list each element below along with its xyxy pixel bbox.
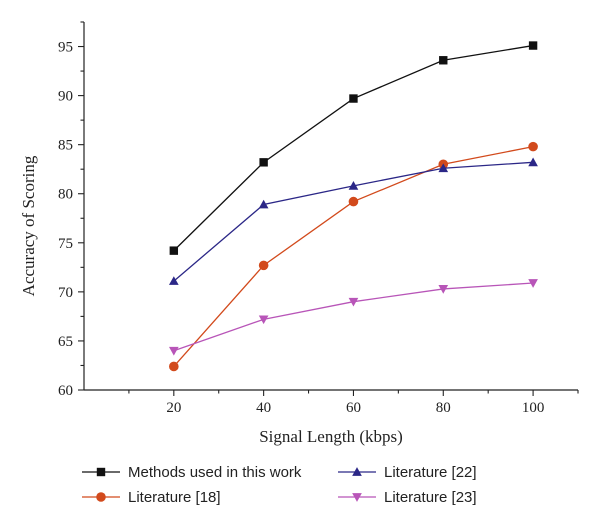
data-point	[349, 94, 358, 103]
data-point	[168, 276, 179, 285]
data-point	[348, 181, 359, 190]
y-tick-label: 90	[58, 89, 73, 105]
legend: Methods used in this work Literature [18]…	[82, 464, 477, 506]
series-line	[173, 161, 534, 282]
x-tick-label: 100	[522, 400, 545, 416]
y-tick-label: 70	[58, 285, 73, 301]
data-point	[258, 260, 269, 271]
data-point	[169, 246, 179, 255]
data-point	[528, 157, 538, 167]
x-tick-label: 80	[436, 400, 451, 416]
series-line	[173, 44, 534, 252]
legend-item: Literature [18]	[82, 489, 221, 506]
series-line	[173, 145, 534, 367]
data-point	[96, 492, 106, 502]
y-tick-label: 60	[58, 383, 73, 399]
legend-label: Methods used in this work	[128, 464, 302, 481]
legend-label: Literature [23]	[384, 489, 477, 506]
x-ticks: 20 40 60 80 100	[128, 390, 579, 416]
y-ticks: 60 65 70 75 80 85 90 95	[58, 21, 84, 399]
data-point	[438, 285, 449, 294]
series-3	[168, 157, 538, 285]
y-axis-label: Accuracy of Scoring	[19, 155, 38, 296]
y-tick-label: 95	[58, 40, 73, 56]
legend-item: Methods used in this work	[82, 464, 302, 481]
data-point	[259, 158, 268, 167]
data-point	[528, 41, 538, 50]
data-point	[352, 467, 362, 476]
legend-label: Literature [22]	[384, 464, 477, 481]
series-1	[169, 41, 538, 255]
data-point	[348, 196, 359, 207]
x-tick-label: 60	[346, 400, 361, 416]
series-line	[173, 282, 534, 352]
y-tick-label: 75	[58, 236, 73, 252]
data-point	[528, 141, 538, 152]
data-point	[258, 315, 269, 325]
legend-item: Literature [22]	[338, 464, 477, 481]
data-point	[439, 56, 448, 65]
data-point	[348, 297, 359, 307]
data-point	[352, 493, 362, 502]
x-tick-label: 40	[256, 400, 271, 416]
y-tick-label: 80	[58, 187, 73, 203]
data-point	[168, 346, 179, 356]
data-point	[528, 279, 538, 288]
legend-item: Literature [23]	[338, 489, 477, 506]
data-point	[96, 467, 106, 477]
data-point	[438, 163, 449, 173]
legend-label: Literature [18]	[128, 489, 221, 506]
data-point	[258, 199, 269, 209]
series-4	[168, 279, 538, 356]
series-2	[169, 141, 538, 372]
series-layer	[168, 41, 538, 372]
x-tick-label: 20	[166, 400, 181, 416]
y-tick-label: 65	[58, 334, 73, 350]
plot-area: 20 40 60 80 100 60 65 70 75 80 85 90 95	[58, 21, 579, 416]
y-tick-label: 85	[58, 138, 73, 154]
x-axis-label: Signal Length (kbps)	[259, 427, 403, 446]
data-point	[169, 361, 179, 372]
